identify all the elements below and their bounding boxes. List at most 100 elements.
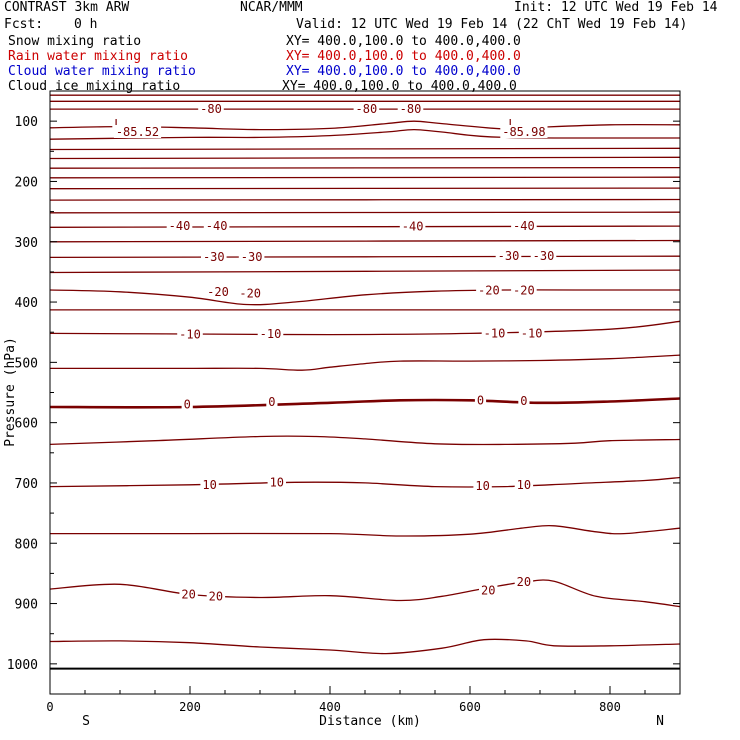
contour-line-20	[49, 397, 681, 409]
contour-line-10	[49, 198, 681, 201]
forecast-label: Fcst:	[4, 17, 44, 32]
contour-label-0: -80	[200, 102, 222, 116]
y-tick-label: 800	[15, 537, 38, 552]
contour-label-25: 0	[477, 393, 484, 407]
y-tick-label: 100	[15, 115, 38, 130]
contour-label-bg	[179, 587, 198, 601]
forecast-hour: 0 h	[74, 17, 98, 32]
contour-label-bg	[500, 125, 548, 139]
contour-line-13	[49, 239, 681, 243]
contour-label-31: 20	[181, 588, 195, 602]
contour-line-15	[49, 269, 681, 274]
field-cloud-ice-xy: XY= 400.0,100.0 to 400.0,400.0	[282, 79, 517, 94]
contour-label-34: 20	[517, 575, 531, 589]
contour-label-bg	[257, 327, 284, 341]
y-tick-label: 500	[15, 356, 38, 371]
contour-label-13: -30	[498, 249, 520, 263]
contour-label-bg	[511, 283, 537, 297]
contour-label-14: -30	[533, 249, 555, 263]
contour-line-7	[49, 166, 681, 169]
contour-label-bg	[530, 249, 557, 263]
contour-label-bg	[238, 249, 265, 263]
field-cloud-ice-name: Cloud ice mixing ratio	[8, 79, 181, 94]
x-tick-label: 800	[599, 700, 621, 714]
north-end-label: N	[656, 714, 664, 729]
contour-label-bg	[112, 117, 124, 131]
contour-label-bg	[495, 249, 522, 263]
y-tick-label: 200	[15, 175, 38, 190]
contour-label-bg	[266, 395, 278, 409]
contour-label-bg	[476, 283, 502, 297]
contour-label-bg	[506, 117, 518, 131]
contour-line-12	[49, 225, 681, 228]
contour-label-27: 10	[202, 478, 216, 492]
contour-label-bg	[353, 102, 380, 116]
field-snow-xy: XY= 400.0,100.0 to 400.0,400.0	[286, 34, 521, 49]
x-tick-label: 400	[319, 700, 341, 714]
contour-line-16	[49, 289, 680, 306]
run-title: CONTRAST 3km ARW	[4, 0, 130, 15]
contour-line-11	[49, 211, 681, 214]
contour-line-23	[49, 524, 681, 537]
contour-line-9	[49, 187, 681, 190]
contour-label-bg	[267, 475, 286, 489]
contour-line-19	[49, 354, 681, 371]
contour-label-21: -10	[484, 326, 506, 340]
contour-label-24: 0	[268, 395, 275, 409]
south-end-label: S	[82, 714, 90, 729]
contour-label-33: 20	[481, 583, 495, 597]
contour-label-bg	[518, 326, 545, 340]
contour-label-8: -40	[206, 219, 228, 233]
contour-labels: -80 -80 -80L-85.52L-85.98-40 -40 -40 -40-30 -3…	[112, 102, 557, 603]
x-tick-label: 0	[46, 700, 53, 714]
field-rain-name: Rain water mixing ratio	[8, 49, 189, 64]
x-axis-title: Distance (km)	[319, 714, 421, 729]
contour-label-28: 10	[270, 475, 284, 489]
contour-line-21	[49, 435, 681, 446]
y-tick-label: 300	[15, 236, 38, 251]
contour-label-7: -40	[169, 219, 191, 233]
contour-label-bg	[514, 574, 534, 588]
contour-label-bg	[198, 102, 224, 116]
contour-label-bg	[200, 477, 219, 491]
x-axis: 0 200 400 600 800	[46, 686, 681, 714]
contour-label-11: -30	[203, 250, 225, 264]
contour-line-8	[49, 176, 681, 179]
contour-label-bg	[201, 249, 227, 263]
contour-label-23: 0	[184, 398, 191, 412]
y-tick-label: 700	[15, 477, 38, 492]
contour-label-4: -85.52	[116, 125, 159, 139]
x-tick-label: 600	[459, 700, 481, 714]
contour-label-32: 20	[209, 589, 223, 603]
contour-label-bg	[181, 397, 193, 411]
y-tick-label: 600	[15, 417, 38, 432]
contour-line-22	[49, 476, 681, 488]
contour-label-bg	[237, 286, 263, 300]
contour-label-bg	[113, 125, 162, 139]
y-tick-label: 1000	[7, 658, 38, 673]
contour-label-bg	[518, 393, 530, 407]
contour-label-bg	[203, 219, 230, 233]
y-tick-label: 400	[15, 296, 38, 311]
field-cloud-water-xy: XY= 400.0,100.0 to 400.0,400.0	[286, 64, 521, 79]
contour-label-29: 10	[475, 479, 489, 493]
contour-label-bg	[177, 327, 203, 341]
init-time: Init: 12 UTC Wed 19 Feb 14	[514, 0, 718, 15]
contour-label-3: L	[114, 117, 121, 131]
contour-label-1: -80	[356, 102, 378, 116]
contour-label-18: -20	[513, 284, 535, 298]
contour-label-16: -20	[239, 287, 261, 301]
field-cloud-water-name: Cloud water mixing ratio	[8, 64, 196, 79]
contour-label-30: 10	[517, 478, 531, 492]
contour-label-bg	[481, 326, 508, 340]
contour-label-bg	[473, 478, 492, 492]
y-tick-label: 900	[15, 598, 38, 613]
contour-label-6: -85.98	[502, 125, 545, 139]
contour-line-25	[49, 638, 681, 655]
x-tick-label: 200	[179, 700, 201, 714]
organization-label: NCAR/MMM	[240, 0, 303, 15]
valid-time: Valid: 12 UTC Wed 19 Feb 14 (22 ChT Wed …	[296, 17, 688, 32]
contour-label-bg	[206, 589, 226, 603]
